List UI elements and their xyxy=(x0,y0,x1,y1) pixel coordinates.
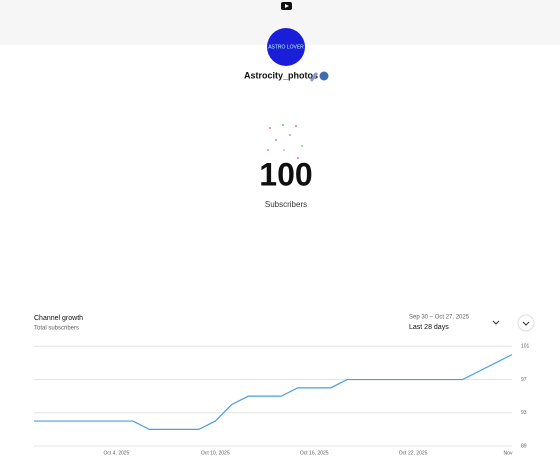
y-tick-label: 93 xyxy=(521,410,527,416)
period-chevron[interactable] xyxy=(492,320,500,325)
feather-icon xyxy=(310,72,318,82)
globe-icon xyxy=(319,71,329,81)
x-tick-label: Oct 4, 2025 xyxy=(103,450,129,456)
collapse-button[interactable] xyxy=(517,314,535,332)
period-select[interactable]: Last 28 days xyxy=(409,324,449,331)
chart-subtitle: Total subscribers xyxy=(34,326,79,332)
line xyxy=(34,354,513,430)
collapse-chevron xyxy=(522,321,530,326)
chart-title: Channel growth xyxy=(34,315,83,322)
youtube-logo-play xyxy=(285,4,289,8)
avatar[interactable] xyxy=(267,28,305,66)
channel-name: Astrocity_photos xyxy=(244,70,318,80)
avatar-text: ASTRO LOVER xyxy=(268,44,304,50)
x-tick-label: Oct 10, 2025 xyxy=(201,450,230,456)
x-tick-label: Oct 22, 2025 xyxy=(399,450,428,456)
x-tick-label: Nov xyxy=(504,450,513,456)
subscriber-label: Subscribers xyxy=(265,200,307,209)
y-tick-label: 89 xyxy=(521,443,527,449)
confetti xyxy=(267,124,303,159)
plot: 89 93 97 101 Oct 4, 2025 Oct 10, 2025 Oct 16, … xyxy=(34,344,530,456)
x-tick-label: Oct 16, 2025 xyxy=(300,450,329,456)
date-range: Sep 30 – Oct 27, 2025 xyxy=(409,315,470,321)
y-tick-label: 97 xyxy=(521,377,527,383)
subscriber-count: 100 xyxy=(259,156,312,192)
y-tick-label: 101 xyxy=(521,344,530,350)
